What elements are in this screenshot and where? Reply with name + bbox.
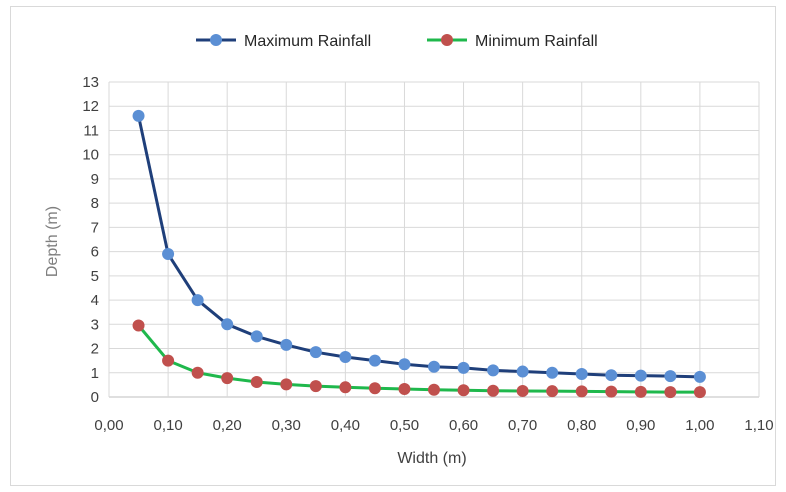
y-tick-label: 3	[91, 316, 99, 333]
data-point-minimum	[280, 378, 293, 391]
data-point-maximum	[339, 351, 352, 364]
data-point-minimum	[398, 383, 411, 396]
data-point-maximum	[250, 330, 263, 343]
data-point-minimum	[487, 384, 500, 397]
x-tick-label: 0,50	[390, 417, 419, 434]
data-point-maximum	[516, 365, 529, 378]
data-point-maximum	[280, 338, 293, 351]
x-tick-label: 0,70	[508, 417, 537, 434]
data-point-maximum	[487, 364, 500, 377]
series-line-minimum	[137, 324, 702, 394]
data-point-maximum	[191, 294, 204, 307]
data-point-minimum	[132, 319, 145, 332]
legend-label: Maximum Rainfall	[244, 33, 371, 50]
y-tick-label: 11	[83, 122, 99, 139]
data-point-minimum	[250, 375, 263, 388]
y-tick-label: 10	[82, 147, 99, 164]
y-tick-label: 12	[82, 98, 99, 115]
data-point-maximum	[605, 369, 618, 382]
x-tick-label: 0,90	[626, 417, 655, 434]
x-tick-label: 0,30	[272, 417, 301, 434]
y-tick-label: 13	[82, 74, 99, 91]
data-point-minimum	[191, 366, 204, 379]
x-tick-label: 0,00	[94, 417, 123, 434]
y-tick-label: 7	[91, 219, 99, 236]
data-point-maximum	[309, 346, 322, 359]
data-point-minimum	[428, 383, 440, 396]
legend-label: Minimum Rainfall	[475, 33, 598, 50]
legend-marker	[441, 34, 453, 46]
data-point-maximum	[457, 361, 470, 374]
x-tick-label: 0,20	[213, 417, 242, 434]
x-tick-label: 0,80	[567, 417, 596, 434]
data-point-minimum	[221, 372, 234, 385]
data-point-minimum	[605, 385, 618, 398]
data-point-maximum	[634, 369, 647, 382]
y-tick-label: 4	[91, 292, 99, 309]
legend-marker	[210, 34, 222, 46]
data-point-minimum	[457, 384, 470, 397]
y-tick-label: 5	[91, 268, 99, 285]
data-point-minimum	[546, 385, 559, 398]
data-point-maximum	[575, 367, 588, 380]
data-point-minimum	[516, 384, 529, 397]
y-tick-label: 0	[91, 389, 99, 406]
x-tick-label: 0,10	[153, 417, 182, 434]
data-point-maximum	[162, 248, 175, 261]
y-tick-label: 6	[91, 244, 99, 261]
x-tick-label: 0,40	[331, 417, 360, 434]
data-point-minimum	[634, 385, 647, 398]
data-point-minimum	[368, 382, 381, 395]
data-point-minimum	[339, 381, 352, 394]
data-point-maximum	[428, 360, 440, 373]
data-point-maximum	[546, 366, 559, 379]
data-point-minimum	[309, 380, 322, 393]
data-point-maximum	[398, 358, 411, 371]
data-point-minimum	[575, 385, 588, 398]
y-tick-label: 1	[91, 365, 99, 382]
x-tick-label: 0,60	[449, 417, 478, 434]
data-point-minimum	[162, 354, 175, 367]
y-tick-label: 8	[91, 195, 99, 212]
data-point-maximum	[664, 370, 677, 383]
chart-frame	[10, 6, 776, 486]
data-point-maximum	[221, 318, 234, 331]
x-axis-title: Width (m)	[397, 450, 466, 467]
x-tick-label: 1,00	[685, 417, 714, 434]
data-point-minimum	[693, 386, 706, 399]
data-point-maximum	[693, 370, 706, 383]
x-tick-label: 1,10	[744, 417, 773, 434]
y-tick-label: 9	[91, 171, 99, 188]
data-point-maximum	[132, 109, 145, 122]
y-axis-title: Depth (m)	[44, 206, 61, 277]
y-tick-label: 2	[91, 341, 99, 358]
data-point-minimum	[664, 386, 677, 399]
data-point-maximum	[368, 354, 381, 367]
